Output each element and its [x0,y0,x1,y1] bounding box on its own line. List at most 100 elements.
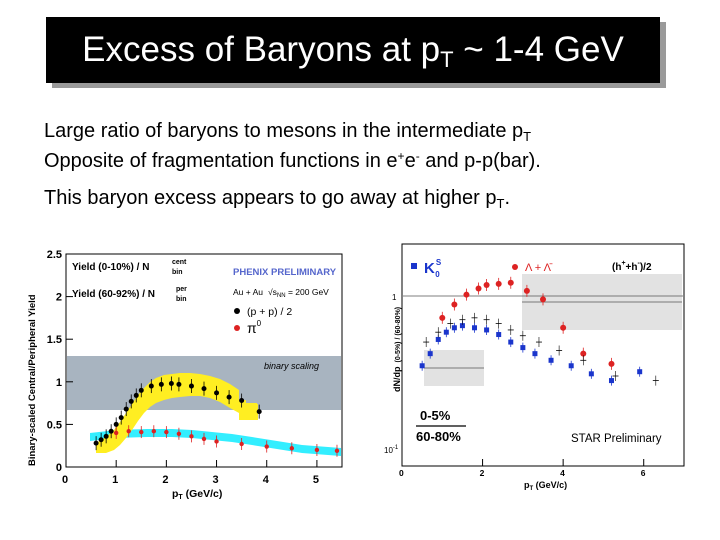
left-data-points [93,376,340,457]
legend-lambda-label: Λ + Λ̄ [525,262,553,274]
bullet-excess-away: This baryon excess appears to go away at… [44,187,510,211]
legend-k0-marker [411,263,417,269]
left-y-tick-label: 0 [56,462,62,474]
pion-data-point [151,429,157,434]
proton-data-point [128,398,134,404]
right-y-tick-1: 1 [392,293,397,302]
binary-scaling-label: binary scaling [264,361,319,371]
proton-data-point [103,433,109,439]
lambda-data-point [439,314,446,321]
legend-hadron-label: (h++h-)/2 [612,260,652,273]
right-x-axis-ticks: 0 2 4 6 [399,459,646,478]
kaon-data-point [459,323,465,329]
kaon-data-point [427,351,433,357]
left-y-tick-label: 1.5 [47,334,62,346]
pion-data-point [239,441,244,447]
pion-data-point [264,444,269,449]
pion-data-point [126,429,131,434]
pion-data-point [289,446,295,451]
lambda-data-point [483,282,490,289]
pion-data-point [176,431,182,436]
legend-k0-label: KS 0 [424,258,442,279]
left-x-tick-label: 2 [162,474,168,486]
lambda-data-point [463,291,470,298]
lambda-data-point [608,360,615,367]
pion-data-point [201,436,207,442]
lambda-data-point [495,280,502,287]
right-y-tick-low: 10-1 [384,445,399,455]
left-x-tick-label: 5 [313,474,319,486]
centrality-peripheral-label: 60-80% [416,429,461,444]
proton-data-point [201,386,207,392]
phenix-preliminary-label: PHENIX PRELIMINARY [233,267,337,278]
pion-data-point [214,439,219,444]
legend-pion-marker [234,325,240,331]
bullet-fragmentation: Opposite of fragmentation functions in e… [44,149,541,172]
proton-data-point [98,437,104,443]
legend-yield-peripheral: Yield (60-92%) / N [72,289,155,300]
lambda-data-point [507,279,514,286]
left-y-tick-label: 0.5 [47,419,62,431]
legend-central-sub: bin [172,269,183,276]
kaon-data-point [496,332,502,338]
star-ratio-plot: dN/dp(0-5%) / (60-80%) KS 0 Λ + Λ̄ (h++h-… [384,243,685,492]
proton-data-point [93,440,99,446]
proton-data-point [138,387,144,393]
proton-data-point [148,383,154,389]
kaon-data-point [520,345,526,351]
left-x-axis-label: pT (GeV/c) [172,488,222,501]
proton-data-point [239,398,245,404]
legend-pion-label: π0 [247,319,262,336]
left-x-tick-label: 3 [213,474,219,486]
left-y-tick-label: 1 [56,377,62,389]
proton-data-point [108,428,114,434]
lambda-data-point [540,296,546,303]
legend-yield-central: Yield (0-10%) / N [72,262,149,273]
lambda-data-point [523,287,530,294]
proton-data-point [256,409,262,415]
phenix-ratio-plot: Binary-scaled Central/Peripheral Yield b… [27,249,343,501]
legend-proton-label: (p + p) / 2 [247,306,292,318]
right-x-tick-label: 6 [641,468,646,478]
pion-data-point [164,429,169,435]
proton-data-point [226,394,232,400]
proton-data-point [214,390,220,396]
kaon-data-point [508,339,514,345]
proton-data-point [123,406,129,412]
left-y-axis-label: Binary-scaled Central/Peripheral Yield [27,294,38,466]
bullet-baryon-ratio: Large ratio of baryons to mesons in the … [44,120,532,144]
right-y-axis-label: dN/dp(0-5%) / (60-80%) [392,307,402,392]
left-x-tick-label: 0 [62,474,68,486]
pion-data-point [113,430,119,436]
lambda-data-point [451,301,458,308]
legend-central-sup: cent [172,259,187,266]
proton-data-point [118,415,124,421]
collision-system-label: Au + Au √sNN = 200 GeV [233,287,329,299]
kaon-data-point [451,325,457,331]
left-y-tick-label: 2.5 [47,249,62,261]
proton-data-point [113,421,119,427]
kaon-data-point [548,357,554,363]
lambda-data-point [560,324,567,331]
kaon-data-point [568,363,574,369]
kaon-data-point [435,336,441,342]
phenix-legend: Yield (0-10%) / N cent bin Yield (60-92%… [72,259,337,336]
cyan-pion-band [90,429,341,456]
legend-peripheral-sub: bin [176,296,187,303]
kaon-data-point [588,371,594,377]
kaon-data-point [484,327,490,333]
legend-proton-marker [234,308,240,314]
proton-data-point [158,381,164,387]
proton-data-point [188,383,194,389]
right-x-tick-label: 0 [399,468,404,478]
left-x-tick-label: 1 [112,474,118,486]
kaon-data-point [532,351,538,357]
proton-data-point [176,381,182,387]
left-y-tick-label: 2 [56,292,62,304]
kaon-data-point [419,363,425,369]
pion-data-point [189,434,194,439]
star-preliminary-label: STAR Preliminary [571,433,662,445]
legend-lambda-marker [512,264,518,270]
centrality-central-label: 0-5% [420,408,451,423]
right-x-axis-label: pT (GeV/c) [524,480,567,492]
